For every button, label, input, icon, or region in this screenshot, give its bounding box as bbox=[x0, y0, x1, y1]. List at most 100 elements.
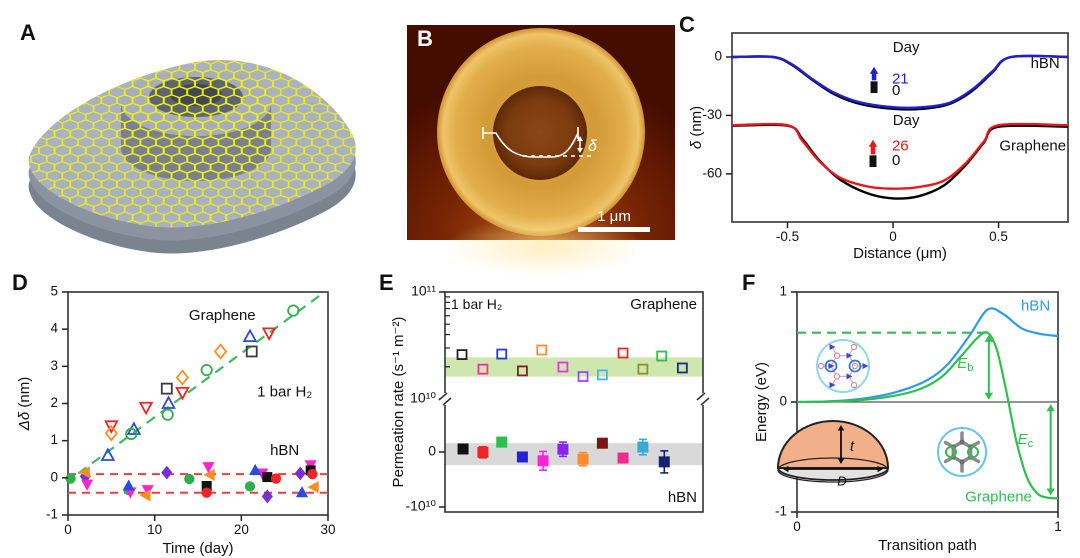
d-series-graphene-black-squares bbox=[160, 345, 258, 395]
graphene-mesh-mesa bbox=[121, 70, 271, 181]
panel-b-annotations: δ 1 μm bbox=[482, 127, 650, 232]
d-xtick: 30 bbox=[320, 522, 335, 537]
c-curve-label-Graphene: Graphene bbox=[999, 138, 1066, 155]
panel-d-label: D bbox=[12, 270, 28, 295]
c-legend-group-1: Day 260 bbox=[868, 112, 920, 169]
d-ylabel: Δδ (nm) bbox=[16, 377, 33, 431]
d-xtick: 10 bbox=[147, 522, 162, 537]
d-ytick: -1 bbox=[46, 507, 58, 522]
d-annotation-Graphene: Graphene bbox=[189, 307, 256, 324]
panel-e-label: E bbox=[379, 270, 394, 295]
panel-e-chart: 10¹¹ 10¹⁰ 0 -10¹⁰ Permeation rate (s⁻¹ m⁻²) 1… bbox=[390, 283, 710, 514]
c-xlabel: Distance (μm) bbox=[853, 245, 947, 262]
f-curve-label-Graphene: Graphene bbox=[965, 489, 1032, 506]
dome-thickness-label: t bbox=[850, 439, 855, 455]
scale-bar-label: 1 μm bbox=[597, 208, 631, 225]
d-ytick: 5 bbox=[50, 284, 58, 299]
c-legend-title: Day bbox=[893, 112, 920, 129]
d-series-hbn-green-circles bbox=[65, 473, 256, 496]
f-xlabel: Transition path bbox=[878, 537, 977, 554]
e-hbn-squares bbox=[457, 436, 670, 474]
panel-b-afm bbox=[407, 25, 675, 277]
c-legend-value: 21 bbox=[892, 70, 909, 87]
e-condition-label: 1 bar H₂ bbox=[451, 296, 502, 312]
e-graphene-squares bbox=[456, 344, 688, 382]
d-series-graphene-red-triangles bbox=[104, 327, 277, 434]
d-xlabel: Time (day) bbox=[162, 540, 233, 557]
graphene-site-ring-left bbox=[945, 446, 957, 458]
e-ylabel: Permeation rate (s⁻¹ m⁻²) bbox=[390, 317, 407, 488]
graphene-site-ring-right bbox=[967, 446, 979, 458]
deflection-delta-label: δ bbox=[588, 138, 598, 155]
d-series-graphene-green-circles bbox=[125, 304, 300, 441]
energy-label-c: Ec bbox=[1018, 431, 1034, 450]
f-ytick: 0 bbox=[779, 394, 787, 409]
f-xtick: 1 bbox=[1054, 519, 1062, 534]
c-ylabel: δ (nm) bbox=[688, 106, 705, 149]
f-ytick: -1 bbox=[775, 504, 787, 519]
panel-b-label: B bbox=[417, 26, 433, 51]
dome-inset: tD bbox=[776, 420, 890, 488]
e-ytick: -10¹⁰ bbox=[405, 498, 436, 514]
curve-hbn-day-21 bbox=[731, 54, 1069, 110]
d-series-hbn-orange-triangles bbox=[78, 466, 319, 502]
f-curve-label-hBN: hBN bbox=[1021, 297, 1050, 314]
c-xtick: -0.5 bbox=[776, 229, 799, 244]
d-ytick: 3 bbox=[50, 358, 58, 373]
f-ytick: 1 bbox=[779, 284, 787, 299]
e-ytick: 0 bbox=[428, 443, 436, 459]
panel-d-chart: -1 0 1 2 3 4 5 0 10 20 30 Time (day) Δδ (nm) Graphene… bbox=[16, 284, 336, 557]
d-ytick: 2 bbox=[50, 395, 58, 410]
c-legend-base: 0 bbox=[892, 82, 900, 99]
c-legend-base: 0 bbox=[892, 152, 900, 169]
c-ytick: -30 bbox=[702, 107, 722, 122]
panel-a-illustration bbox=[28, 60, 356, 254]
f-curve-hbn bbox=[796, 307, 1059, 404]
f-curve-graphene bbox=[796, 331, 1059, 500]
membrane-profile-line bbox=[482, 127, 579, 158]
dome-diameter-label: D bbox=[837, 473, 846, 488]
panel-c-label: C bbox=[679, 12, 695, 37]
c-legend-title: Day bbox=[893, 39, 920, 56]
panel-f-label: F bbox=[742, 270, 756, 295]
energy-label-b: Eb bbox=[957, 355, 973, 374]
e-hbn-label: hBN bbox=[668, 489, 697, 506]
panel-a-label: A bbox=[20, 20, 36, 45]
afm-glow bbox=[445, 217, 645, 277]
d-ytick: 4 bbox=[50, 321, 58, 336]
hbn-lattice-inset bbox=[816, 339, 870, 393]
graphene-lattice-inset bbox=[937, 427, 987, 477]
d-series-hbn-blue-triangles bbox=[122, 463, 309, 498]
c-legend-group-0: Day 210 bbox=[869, 39, 920, 99]
d-series-hbn-purple-diamonds bbox=[79, 465, 306, 504]
d-xtick: 20 bbox=[234, 522, 249, 537]
e-graphene-label: Graphene bbox=[630, 296, 697, 313]
d-series-graphene-blue-triangles bbox=[100, 328, 258, 461]
curve-graphene-day-26 bbox=[731, 122, 1069, 190]
d-annotation-hBN: hBN bbox=[270, 442, 299, 459]
afm-well bbox=[493, 86, 587, 180]
d-annotation-1-bar-H₂: 1 bar H₂ bbox=[257, 383, 312, 400]
c-ytick: -60 bbox=[702, 165, 722, 180]
c-curve-label-hBN: hBN bbox=[1031, 55, 1060, 72]
c-xtick: 0.5 bbox=[989, 229, 1008, 244]
c-ytick: 0 bbox=[714, 49, 722, 64]
scale-bar bbox=[578, 227, 650, 232]
panel-f-chart: Eb Ec hBN Graphene 1 0 -1 0 1 Transition path Ener… bbox=[753, 284, 1062, 554]
hbn-site-ring-left bbox=[824, 359, 838, 373]
d-xtick: 0 bbox=[64, 522, 72, 537]
c-legend-value: 26 bbox=[892, 138, 909, 155]
d-series-hbn-red-circles bbox=[201, 468, 318, 498]
e-ytick: 10¹¹ bbox=[411, 283, 436, 299]
d-ytick: 0 bbox=[50, 469, 58, 484]
c-xtick: 0 bbox=[889, 229, 897, 244]
e-ytick: 10¹⁰ bbox=[410, 390, 436, 406]
d-series-graphene-orange-diamonds bbox=[104, 343, 228, 442]
f-xtick: 0 bbox=[793, 519, 801, 534]
hbn-site-ring-right bbox=[848, 359, 862, 373]
f-ylabel: Energy (eV) bbox=[753, 362, 770, 442]
d-ytick: 1 bbox=[50, 432, 58, 447]
